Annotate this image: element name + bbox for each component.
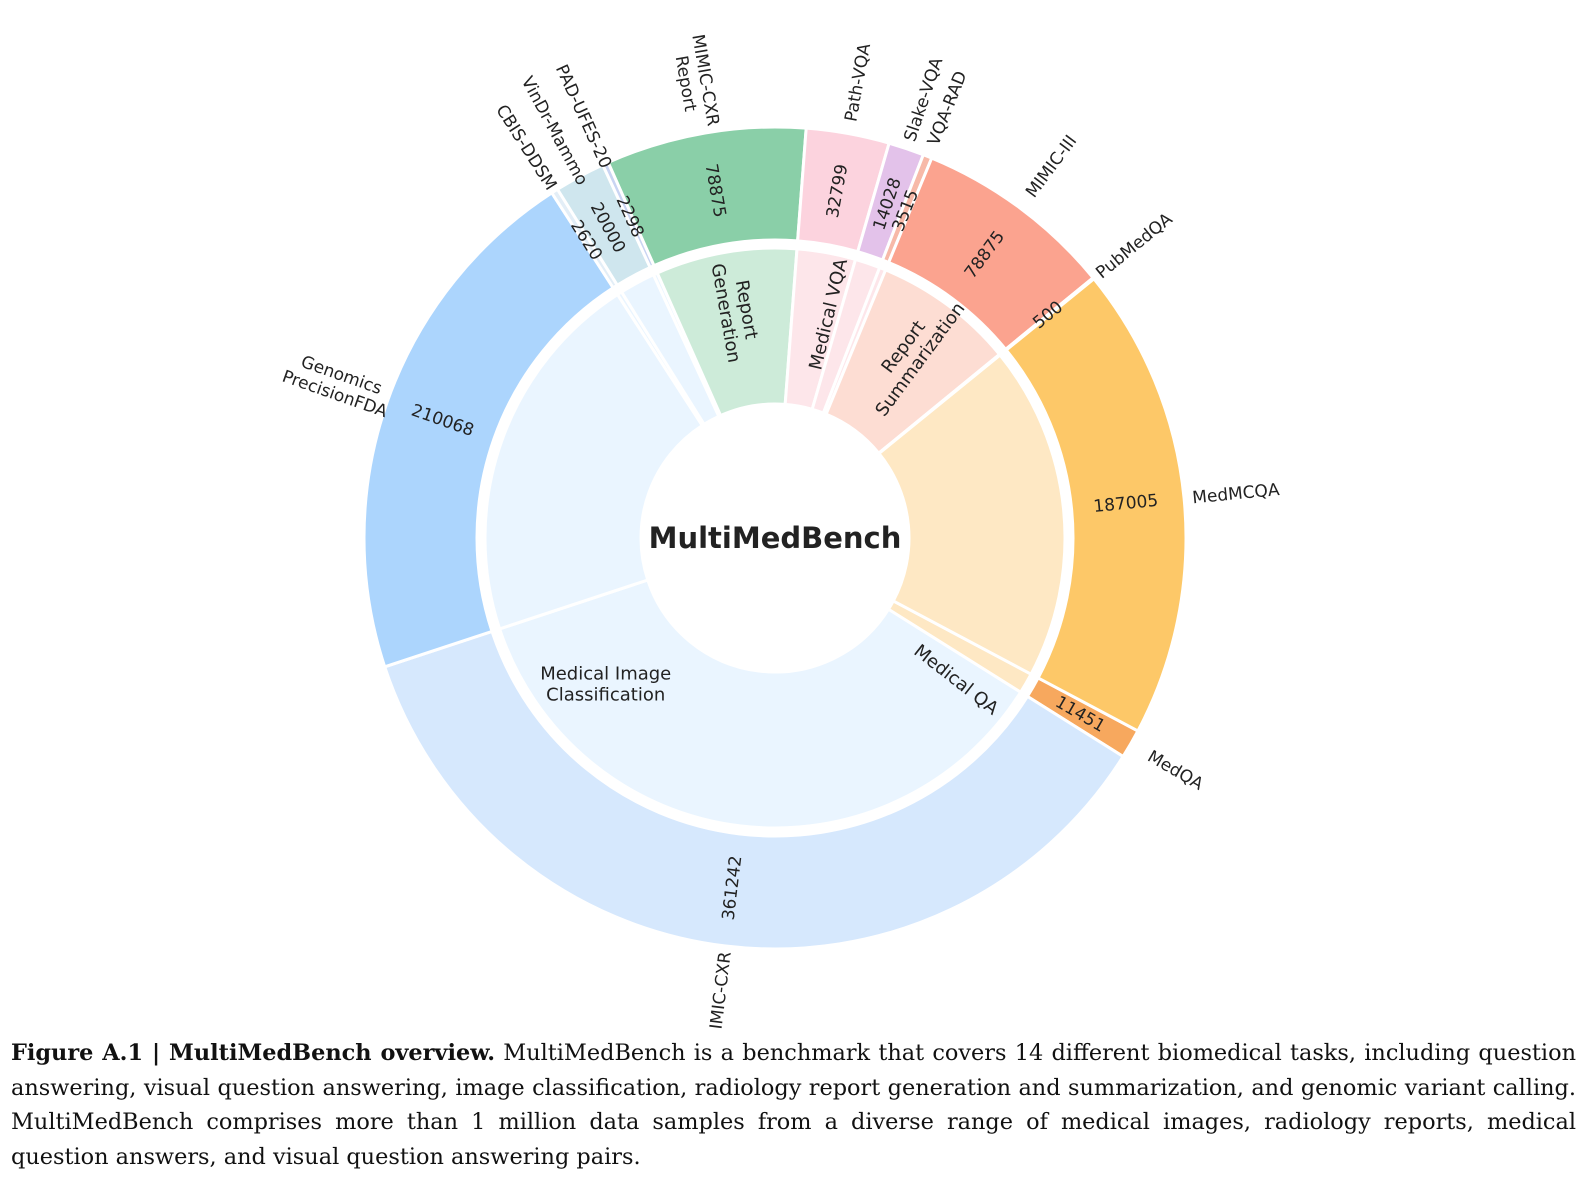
dataset-label-path-vqa: Path-VQA: [841, 41, 875, 123]
outer-segment-genomics-precisionfda: [362, 190, 616, 669]
task-label-line: Classification: [546, 685, 665, 706]
dataset-label-line: PubMedQA: [1092, 209, 1177, 283]
inner-segment-medical-image-classification: [483, 292, 705, 631]
outer-ring: [362, 125, 1188, 951]
outer-segment-medmcqa: [1004, 276, 1188, 733]
dataset-label-line: MedQA: [1144, 747, 1207, 795]
caption-body: MultiMedBench is a benchmark that covers…: [11, 1040, 1576, 1170]
dataset-label-mimic-iii: MIMIC-III: [1022, 132, 1081, 202]
dataset-label-mimic-cxr-report: MIMIC-CXRReport: [668, 33, 723, 131]
dataset-label-genomics-precisionfda: GenomicsPrecisionFDA: [279, 348, 396, 422]
dataset-label-pubmedqa: PubMedQA: [1092, 209, 1177, 283]
dataset-label-medmcqa: MedMCQA: [1191, 480, 1280, 508]
inner-ring: [483, 246, 1067, 830]
task-label-line: Medical Image: [540, 664, 671, 685]
dataset-label-line: MIMIC-III: [1022, 132, 1081, 202]
dataset-label-medqa: MedQA: [1144, 747, 1207, 795]
outer-segment-mimic-cxr: [382, 629, 1126, 951]
inner-segment-medical-qa: [876, 352, 1067, 677]
caption-lead: Figure A.1 | MultiMedBench overview.: [11, 1040, 496, 1066]
center-label: MultiMedBench: [649, 521, 902, 555]
figure-caption: Figure A.1 | MultiMedBench overview. Mul…: [11, 1036, 1576, 1174]
dataset-label-line: Path-VQA: [841, 41, 875, 123]
dataset-label-line: MedMCQA: [1191, 480, 1280, 508]
task-label-medical-image-classification: Medical Image Classification: [540, 664, 671, 706]
dataset-label-line: MIMIC-CXR: [705, 950, 736, 1030]
inner-segment-medical-image-classification: [497, 578, 1023, 830]
sunburst-chart: 11451 361242 210068 2620 20000 2298 78875 32799…: [279, 33, 1280, 1030]
dataset-label-mimic-cxr: MIMIC-CXR: [705, 950, 736, 1030]
